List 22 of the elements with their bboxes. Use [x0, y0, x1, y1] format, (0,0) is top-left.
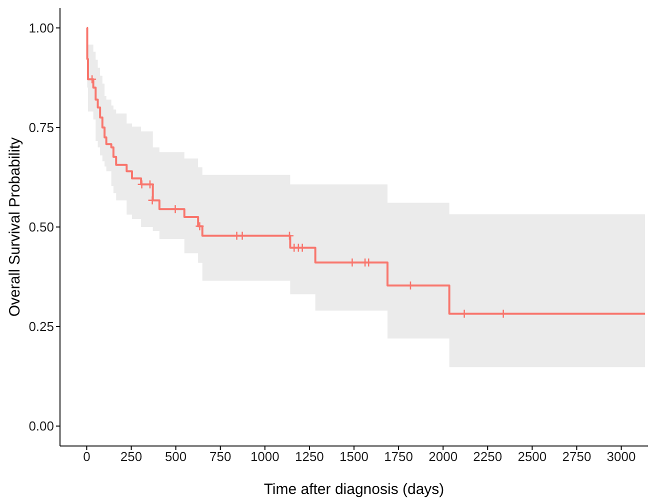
- x-tick-label: 2250: [473, 449, 502, 464]
- x-tick-label: 1000: [250, 449, 280, 464]
- y-axis-title: Overall Survival Probability: [6, 136, 24, 317]
- x-tick-label: 0: [83, 449, 90, 464]
- x-axis-title: Time after diagnosis (days): [264, 481, 444, 498]
- y-tick-label: 0.75: [28, 120, 54, 136]
- y-tick-label: 0.25: [28, 319, 54, 334]
- x-tick-label: 2500: [518, 449, 547, 464]
- y-tick-label: 1.00: [28, 20, 54, 36]
- y-tick-label: 0.50: [28, 220, 54, 235]
- point: [195, 222, 204, 231]
- x-tick-label: 1500: [340, 449, 368, 464]
- x-tick-label: 1750: [384, 449, 414, 464]
- x-tick-label: 2000: [428, 449, 458, 464]
- x-tick-label: 500: [164, 449, 187, 464]
- x-tick-label: 3000: [606, 449, 636, 464]
- x-tick-label: 1250: [294, 449, 324, 464]
- x-tick-label: 2750: [562, 449, 592, 464]
- x-tick-label: 750: [210, 449, 232, 464]
- x-tick-label: 250: [120, 449, 142, 464]
- point: [170, 204, 180, 214]
- y-tick-label: 0.00: [28, 418, 54, 434]
